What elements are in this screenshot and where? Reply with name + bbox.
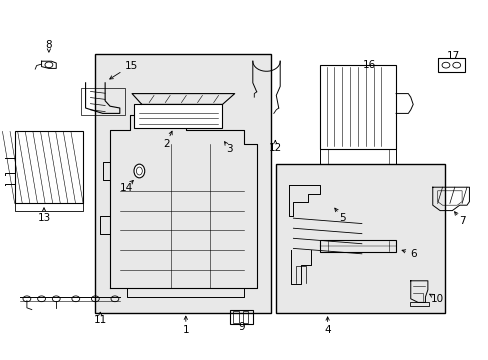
Text: 9: 9 (238, 322, 244, 332)
Text: 12: 12 (268, 143, 282, 153)
Text: 3: 3 (226, 144, 233, 154)
Text: 17: 17 (446, 51, 460, 61)
Text: 10: 10 (430, 294, 443, 304)
Text: 7: 7 (458, 216, 465, 226)
Bar (437, 58, 464, 72)
Text: 15: 15 (124, 60, 138, 71)
Bar (95, 54, 271, 313)
Bar (409, 302, 428, 306)
Text: 16: 16 (362, 60, 375, 70)
Text: 5: 5 (338, 213, 345, 223)
Bar (229, 310, 253, 324)
Text: 4: 4 (324, 325, 330, 336)
Text: 6: 6 (409, 249, 416, 259)
Text: 14: 14 (119, 183, 133, 193)
Bar (232, 311, 238, 323)
Bar (320, 65, 395, 149)
Bar (242, 311, 248, 323)
Text: 11: 11 (93, 315, 107, 325)
Text: 2: 2 (163, 139, 169, 149)
Text: 1: 1 (182, 325, 189, 336)
Text: 13: 13 (37, 213, 51, 223)
Bar (134, 104, 222, 128)
Bar (320, 240, 395, 252)
Bar (320, 149, 395, 164)
Text: 8: 8 (45, 40, 52, 50)
Bar (276, 164, 444, 313)
Bar (15, 131, 83, 203)
Ellipse shape (134, 164, 144, 178)
